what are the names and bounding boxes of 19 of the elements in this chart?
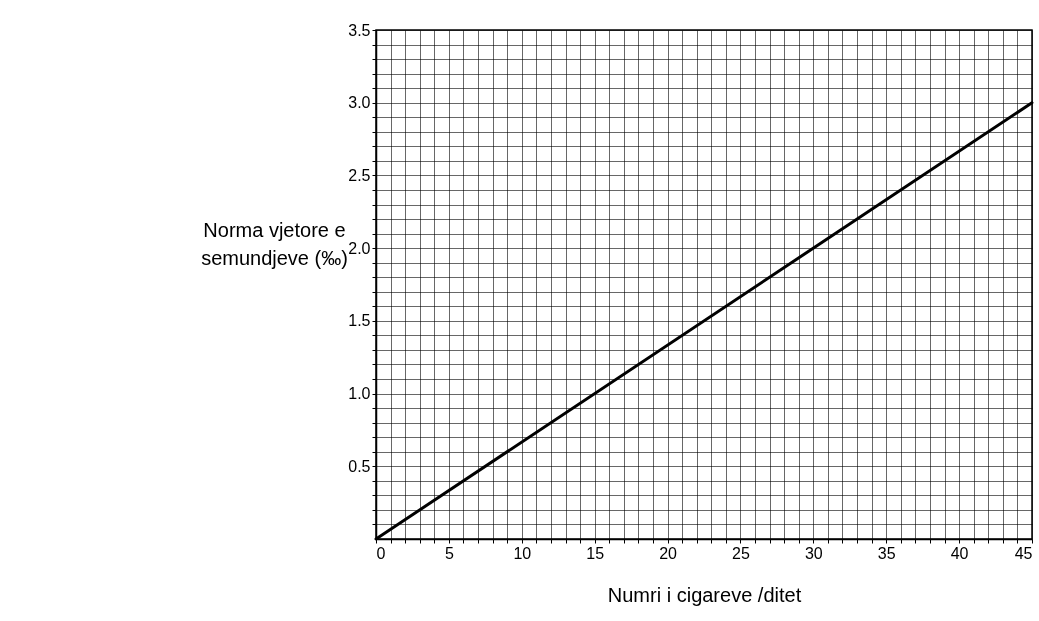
y-tick-label: 2.5: [348, 166, 371, 184]
y-tick-label: 3.0: [348, 94, 371, 112]
x-tick-label: 35: [877, 544, 896, 562]
x-axis-title: Numri i cigareve /ditet: [607, 583, 802, 606]
y-tick-label: 0.5: [348, 457, 371, 475]
y-tick-label: 1.0: [348, 385, 371, 403]
x-tick-label: 25: [732, 544, 750, 562]
x-tick-label: 10: [513, 544, 532, 562]
x-tick-label: 15: [586, 544, 605, 562]
x-tick-label: 45: [1014, 544, 1033, 562]
y-tick-label: 1.5: [348, 312, 371, 330]
x-tick-label: 40: [950, 544, 969, 562]
x-tick-label: 0: [376, 544, 386, 562]
y-tick-label: 3.5: [348, 21, 371, 39]
y-tick-label: 2.0: [348, 239, 371, 257]
x-tick-label: 20: [659, 544, 678, 562]
x-tick-label: 5: [444, 544, 454, 562]
x-tick-label: 30: [804, 544, 823, 562]
y-axis-title: Norma vjetore e semundjeve (‰): [201, 218, 348, 269]
